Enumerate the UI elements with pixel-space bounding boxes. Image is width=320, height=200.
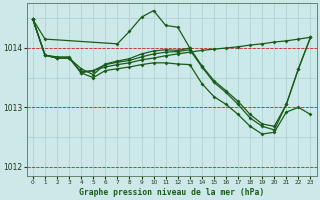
X-axis label: Graphe pression niveau de la mer (hPa): Graphe pression niveau de la mer (hPa) xyxy=(79,188,264,197)
